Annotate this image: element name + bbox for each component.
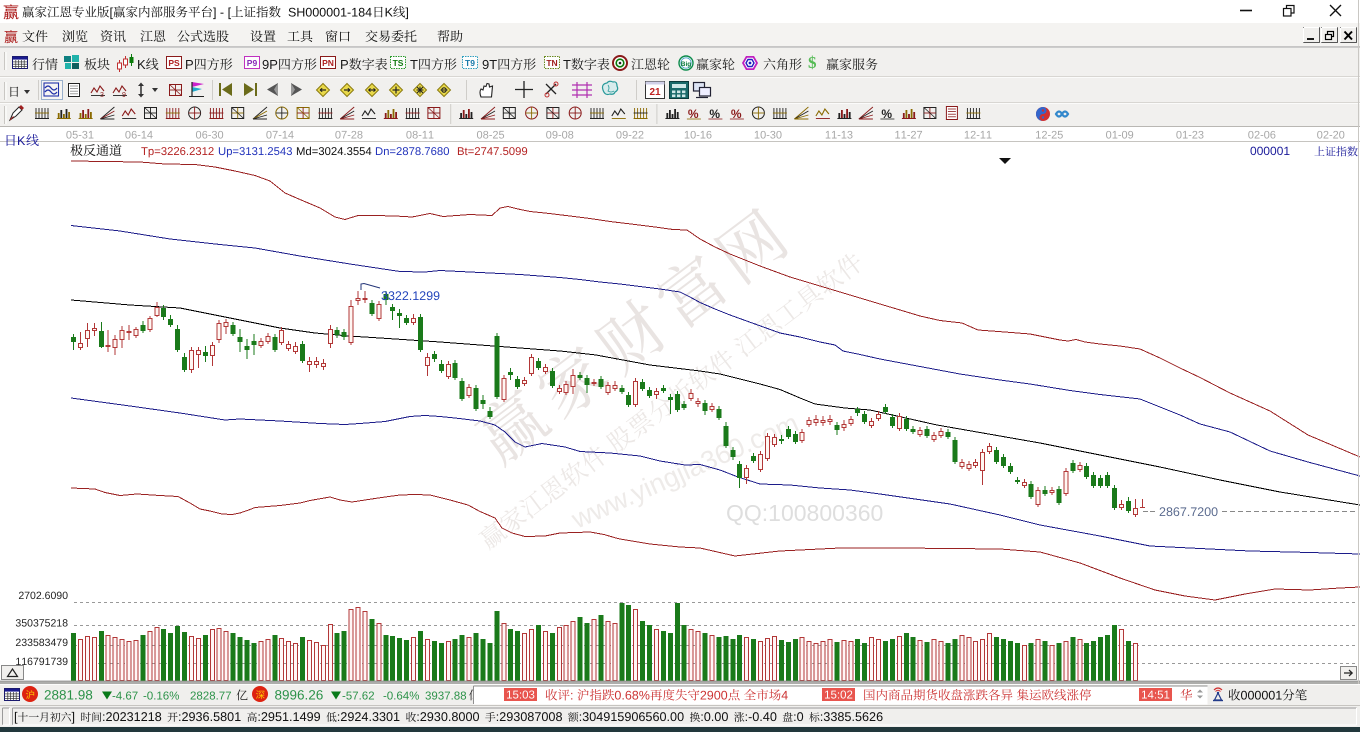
svg-text:Big: Big (681, 61, 692, 68)
svg-text:PN: PN (322, 58, 334, 68)
svg-text:%: % (731, 107, 742, 121)
svg-text:%: % (881, 107, 892, 121)
svg-text:QQ:100800360: QQ:100800360 (726, 500, 883, 526)
svg-text:$: $ (808, 53, 817, 72)
svg-text:21: 21 (649, 87, 661, 98)
svg-text:%: % (688, 107, 699, 121)
svg-text:3: 3 (100, 92, 104, 99)
svg-text:TS: TS (393, 58, 404, 68)
svg-text:T9: T9 (465, 58, 475, 68)
svg-text:PS: PS (168, 58, 180, 68)
svg-text:TN: TN (546, 58, 557, 68)
svg-text:9: 9 (122, 92, 126, 99)
svg-text:P9: P9 (247, 58, 258, 68)
svg-text:%: % (709, 107, 720, 121)
